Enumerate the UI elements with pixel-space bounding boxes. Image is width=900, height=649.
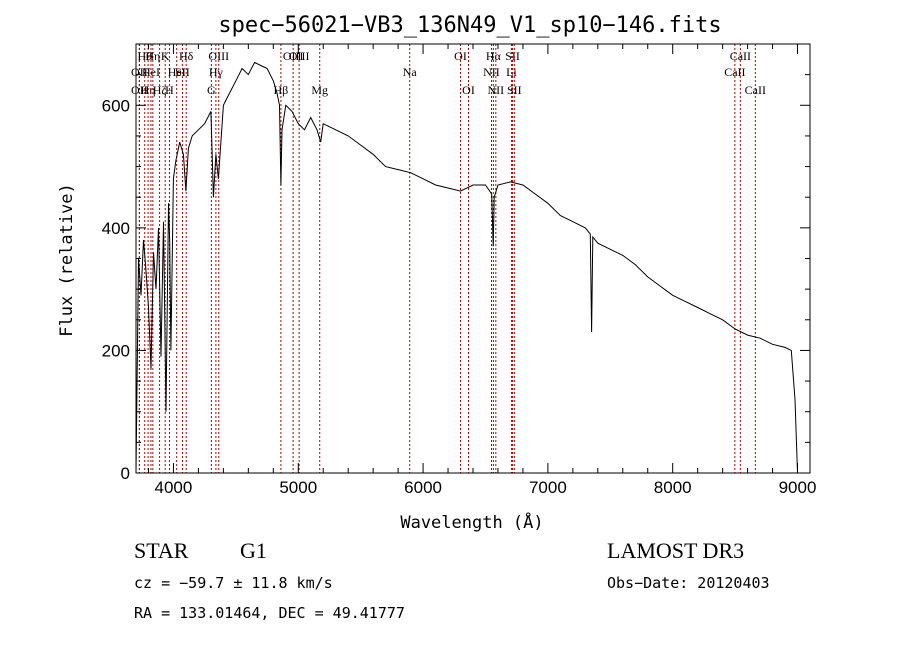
line-label-9: HeI [168, 65, 186, 79]
x-tick-label-1: 5000 [279, 478, 317, 497]
line-label-27: SII [507, 83, 522, 97]
line-label-12: G [207, 83, 216, 97]
object-class: STAR [134, 538, 189, 563]
line-label-18: Mg [311, 83, 328, 97]
y-tick-label-3: 600 [102, 96, 130, 115]
observation-date: Obs−Date: 20120403 [607, 574, 770, 592]
line-label-26: SII [505, 49, 520, 63]
sky-coordinates: RA = 133.01464, DEC = 49.41777 [134, 604, 405, 622]
line-label-7: K [161, 49, 170, 63]
x-tick-label-3: 7000 [529, 478, 567, 497]
plot-frame [135, 43, 811, 474]
line-label-17: OIII [289, 49, 310, 63]
line-label-14: OIII [208, 49, 229, 63]
line-label-23: Hα [486, 49, 502, 63]
y-tick-label-0: 0 [121, 464, 130, 483]
line-label-25: Li [506, 65, 517, 79]
axis-ticks: 4000 5000 6000 7000 8000 9000 0 200 400 600 [102, 44, 817, 497]
x-tick-label-0: 4000 [155, 478, 193, 497]
line-label-8: H [165, 83, 174, 97]
emission-line-markers: OIIOIIHθHηHeIHηHζKHHeISIIHδGHγOIIIHβOIII… [131, 44, 766, 473]
chart-title: spec−56021−VB3_136N49_V1_sp10−146.fits [218, 13, 721, 38]
line-label-6: Hζ [153, 83, 167, 97]
line-label-19: Na [403, 65, 418, 79]
x-tick-label-5: 9000 [779, 478, 817, 497]
line-label-11: Hδ [179, 49, 194, 63]
x-tick-label-2: 6000 [404, 478, 442, 497]
y-tick-label-1: 200 [102, 341, 130, 360]
line-label-30: CaII [745, 83, 766, 97]
line-label-4: HeI [142, 65, 160, 79]
line-label-20: OI [454, 49, 467, 63]
line-label-21: OI [462, 83, 475, 97]
series-line-0 [135, 61, 798, 474]
object-subclass: G1 [240, 538, 267, 563]
x-tick-label-4: 8000 [654, 478, 692, 497]
x-axis-label: Wavelength (Å) [400, 511, 543, 533]
line-label-24: NII [488, 83, 505, 97]
line-label-13: Hγ [209, 65, 224, 79]
y-axis-label: Flux (relative) [57, 183, 77, 337]
y-tick-label-2: 400 [102, 219, 130, 238]
line-label-5: Hη [145, 49, 160, 63]
series-layer [135, 61, 798, 474]
line-label-10: SII [175, 65, 190, 79]
line-label-29: CaII [730, 49, 751, 63]
line-label-22: NII [483, 65, 500, 79]
line-label-28: CaII [724, 65, 745, 79]
line-label-3: Hη [141, 83, 156, 97]
redshift-velocity: cz = −59.7 ± 11.8 km/s [134, 574, 333, 592]
survey-name: LAMOST DR3 [607, 538, 745, 563]
line-label-1: OII [131, 83, 148, 97]
